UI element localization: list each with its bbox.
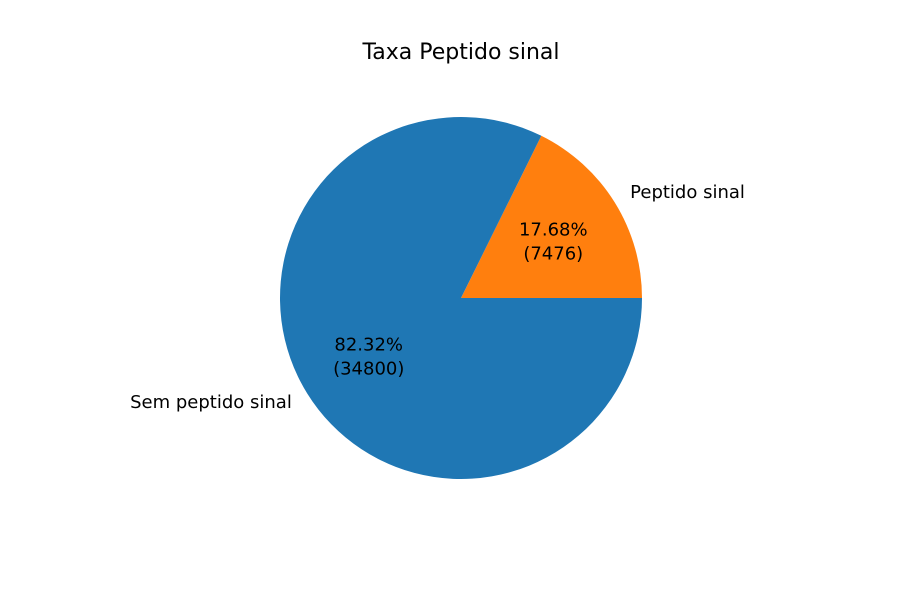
pie-slice-peptido-sinal [461, 135, 642, 298]
chart-title: Taxa Peptido sinal [361, 40, 559, 65]
slice-percent-peptido-sinal: 17.68% [519, 220, 588, 241]
slice-label-sem-peptido-sinal: Sem peptido sinal [130, 392, 292, 413]
slice-percent-sem-peptido-sinal: 82.32% [334, 334, 403, 355]
pie-slice-sem-peptido-sinal [280, 117, 642, 480]
slice-count-peptido-sinal: (7476) [523, 244, 583, 265]
slice-count-sem-peptido-sinal: (34800) [333, 358, 404, 379]
pie-slices [280, 117, 642, 480]
pie-labels: Peptido sinal 17.68% (7476) Sem peptido sin… [130, 182, 745, 413]
slice-label-peptido-sinal: Peptido sinal [630, 182, 745, 203]
